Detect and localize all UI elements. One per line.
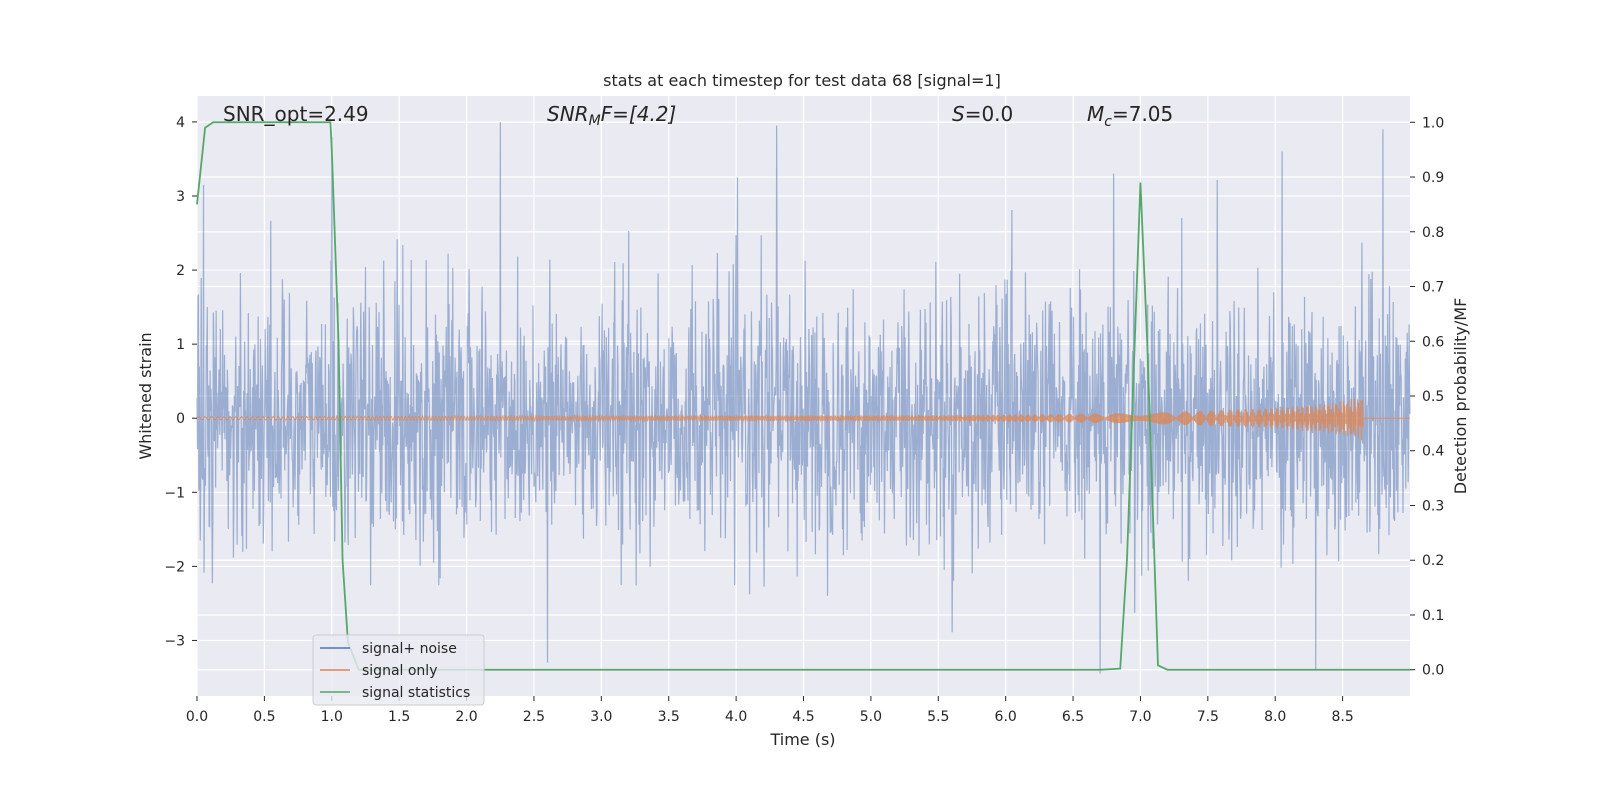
x-tick-label: 8.5 (1331, 709, 1353, 725)
y-right-tick-label: 0.5 (1422, 389, 1444, 405)
y-right-tick-label: 0.3 (1422, 498, 1444, 514)
y-left-tick-label: 4 (176, 115, 185, 131)
annotation-snr-opt: SNR_opt=2.49 (223, 102, 369, 126)
y-left-tick-label: 0 (176, 411, 185, 427)
chart-title: stats at each timestep for test data 68 … (603, 71, 1001, 90)
y-right-tick-label: 0.2 (1422, 553, 1444, 569)
y-axis-right-label: Detection probability/MF (1451, 298, 1470, 495)
y-right-tick-label: 0.7 (1422, 280, 1444, 296)
x-tick-label: 5.5 (927, 709, 949, 725)
y-right-tick-label: 0.9 (1422, 170, 1444, 186)
signal-noise-line (196, 121, 1411, 674)
series-signal-only (196, 398, 1410, 441)
y-right-tick-label: 0.6 (1422, 334, 1444, 350)
signal-only-line (196, 398, 1410, 441)
x-tick-label: 6.0 (995, 709, 1017, 725)
y-left-tick-label: −1 (164, 485, 185, 501)
y-left-tick-label: −2 (164, 559, 185, 575)
y-left-tick-label: 2 (176, 263, 185, 279)
annotation-s: S=0.0 (952, 102, 1013, 126)
y-right-tick-label: 0.0 (1422, 663, 1444, 679)
legend-box (312, 634, 485, 706)
y-left-tick-label: 3 (176, 189, 185, 205)
y-axis-right-ticks: 1.0 0.9 0.8 0.7 0.6 0.5 0.4 0.3 0.2 0.1 0.0 (1410, 115, 1444, 679)
y-axis-left-label: Whitened strain (136, 332, 155, 459)
x-tick-label: 1.0 (321, 709, 343, 725)
x-tick-label: 4.5 (792, 709, 814, 725)
x-tick-label: 2.0 (455, 709, 477, 725)
x-axis-label: Time (s) (769, 730, 835, 749)
x-tick-label: 2.5 (523, 709, 545, 725)
legend-label-signal-noise: signal+ noise (362, 641, 457, 657)
x-tick-label: 0.5 (253, 709, 275, 725)
annotation-mc: Mc=7.05 (1087, 102, 1173, 130)
y-left-tick-label: −3 (164, 633, 185, 649)
annotation-snr-mf: SNRMF=[4.2] (547, 102, 676, 129)
x-tick-label: 7.0 (1129, 709, 1151, 725)
x-tick-label: 0.0 (186, 709, 208, 725)
x-tick-label: 6.5 (1062, 709, 1084, 725)
y-right-tick-label: 0.8 (1422, 225, 1444, 241)
y-right-tick-label: 1.0 (1422, 115, 1444, 131)
legend: signal+ noise signal only signal statist… (312, 634, 485, 706)
x-tick-label: 3.5 (658, 709, 680, 725)
x-tick-label: 8.0 (1264, 709, 1286, 725)
y-left-tick-label: 1 (176, 337, 185, 353)
x-tick-label: 1.5 (388, 709, 410, 725)
legend-label-signal-only: signal only (362, 663, 437, 679)
x-tick-label: 3.0 (590, 709, 612, 725)
x-tick-label: 5.0 (860, 709, 882, 725)
y-right-tick-label: 0.4 (1422, 444, 1444, 460)
x-tick-label: 4.0 (725, 709, 747, 725)
y-right-tick-label: 0.1 (1422, 608, 1444, 624)
series-signal-noise (196, 121, 1411, 674)
x-axis-ticks: 0.0 0.5 1.0 1.5 2.0 2.5 3.0 3.5 4.0 4.5 5.0 5.5 6.0 6… (186, 696, 1354, 725)
y-axis-left-ticks: 4 3 2 1 0 −1 −2 −3 (164, 115, 197, 649)
x-tick-label: 7.5 (1197, 709, 1219, 725)
legend-label-signal-statistics: signal statistics (362, 685, 470, 701)
